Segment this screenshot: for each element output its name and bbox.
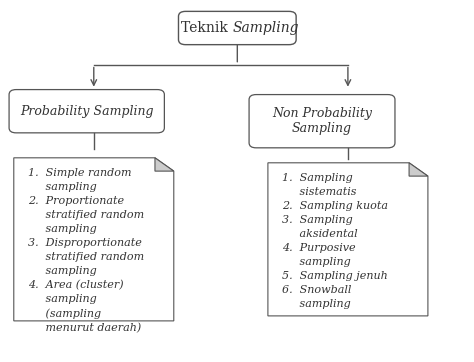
- FancyBboxPatch shape: [179, 11, 296, 45]
- Text: Probability Sampling: Probability Sampling: [20, 105, 154, 118]
- Polygon shape: [14, 158, 174, 321]
- Text: Teknik: Teknik: [182, 21, 233, 35]
- Text: Sampling: Sampling: [233, 21, 299, 35]
- Polygon shape: [409, 163, 428, 176]
- FancyBboxPatch shape: [9, 89, 164, 133]
- Text: Non Probability
Sampling: Non Probability Sampling: [272, 107, 372, 135]
- FancyBboxPatch shape: [249, 94, 395, 148]
- Text: 1.  Simple random
     sampling
2.  Proportionate
     stratified random
     sa: 1. Simple random sampling 2. Proportiona…: [28, 168, 144, 333]
- Polygon shape: [155, 158, 174, 171]
- Text: 1.  Sampling
     sistematis
2.  Sampling kuota
3.  Sampling
     aksidental
4. : 1. Sampling sistematis 2. Sampling kuota…: [282, 173, 388, 309]
- Polygon shape: [268, 163, 428, 316]
